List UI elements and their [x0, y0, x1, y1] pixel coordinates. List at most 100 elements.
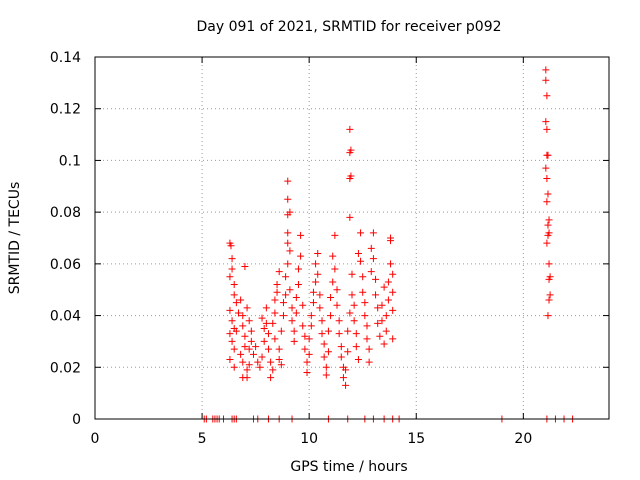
data-point-marker — [348, 270, 356, 278]
data-point-marker — [376, 332, 384, 340]
data-point-marker — [346, 309, 354, 317]
data-point-marker — [543, 198, 551, 206]
data-point-marker — [241, 332, 249, 340]
x-tick-label: 15 — [407, 431, 425, 447]
y-tick-label: 0.12 — [50, 102, 81, 118]
data-point-marker — [545, 216, 553, 224]
x-tick-label: 0 — [91, 431, 100, 447]
data-point-marker — [230, 345, 238, 353]
data-point-marker — [543, 125, 551, 133]
data-point-marker — [352, 330, 360, 338]
data-point-marker — [290, 327, 298, 335]
data-point-marker — [378, 301, 386, 309]
data-point-marker — [277, 327, 285, 335]
data-point-marker — [331, 231, 339, 239]
data-point-marker — [269, 319, 277, 327]
data-point-marker — [346, 213, 354, 221]
data-point-marker — [282, 273, 290, 281]
grid-lines — [95, 57, 609, 419]
data-point-marker — [357, 257, 365, 265]
y-tick-label: 0.1 — [59, 153, 81, 169]
data-point-marker — [294, 281, 302, 289]
data-point-marker — [241, 262, 249, 270]
data-point-marker — [545, 275, 553, 283]
data-point-marker — [292, 309, 300, 317]
data-point-marker — [226, 306, 234, 314]
data-point-marker — [339, 374, 347, 382]
data-point-marker — [314, 250, 322, 258]
data-point-marker — [352, 343, 360, 351]
data-point-marker — [273, 288, 281, 296]
data-point-marker — [380, 283, 388, 291]
data-point-marker — [545, 260, 553, 268]
data-point-marker — [303, 368, 311, 376]
data-point-marker — [543, 175, 551, 183]
data-point-marker — [337, 353, 345, 361]
data-point-marker — [387, 234, 395, 242]
data-point-marker — [324, 327, 332, 335]
data-point-marker — [286, 286, 294, 294]
data-point-marker — [228, 265, 236, 273]
data-point-marker — [239, 312, 247, 320]
data-point-marker — [297, 252, 305, 260]
data-point-marker — [342, 366, 350, 374]
data-point-marker — [369, 229, 377, 237]
data-point-marker — [286, 208, 294, 216]
data-point-marker — [226, 273, 234, 281]
data-point-marker — [264, 330, 272, 338]
data-point-marker — [389, 270, 397, 278]
data-point-marker — [284, 260, 292, 268]
data-point-marker — [384, 278, 392, 286]
y-axis-title: SRMTID / TECUs — [7, 182, 23, 295]
data-point-marker — [252, 343, 260, 351]
data-point-marker — [309, 299, 317, 307]
data-point-marker — [249, 350, 257, 358]
data-point-marker — [267, 358, 275, 366]
data-point-marker — [329, 278, 337, 286]
data-point-marker — [288, 317, 296, 325]
data-point-marker — [544, 151, 552, 159]
data-point-marker — [322, 363, 330, 371]
data-point-marker — [380, 340, 388, 348]
data-point-marker — [284, 177, 292, 185]
data-point-marker — [245, 317, 253, 325]
data-point-marker — [243, 304, 251, 312]
plot-frame — [94, 56, 610, 420]
data-point-marker — [275, 356, 283, 364]
data-point-marker — [275, 268, 283, 276]
y-tick-label: 0.06 — [50, 257, 81, 273]
data-point-marker — [369, 255, 377, 263]
data-point-marker — [378, 317, 386, 325]
data-point-marker — [389, 306, 397, 314]
data-point-marker — [363, 335, 371, 343]
data-point-marker — [337, 343, 345, 351]
data-point-marker — [239, 358, 247, 366]
data-point-marker — [273, 281, 281, 289]
x-tick-label: 10 — [300, 431, 318, 447]
data-point-marker — [545, 296, 553, 304]
data-point-marker — [357, 229, 365, 237]
data-point-marker — [324, 348, 332, 356]
data-point-marker — [335, 330, 343, 338]
data-point-marker — [230, 363, 238, 371]
data-point-marker — [344, 348, 352, 356]
data-point-marker — [346, 125, 354, 133]
data-point-marker — [316, 304, 324, 312]
data-point-marker — [264, 345, 272, 353]
data-point-marker — [389, 288, 397, 296]
data-point-marker — [374, 304, 382, 312]
data-point-marker — [258, 353, 266, 361]
data-point-marker — [241, 343, 249, 351]
data-point-marker — [363, 322, 371, 330]
data-point-marker — [342, 381, 350, 389]
data-point-marker — [327, 293, 335, 301]
data-point-marker — [331, 265, 339, 273]
data-point-marker — [354, 250, 362, 258]
data-point-marker — [260, 337, 268, 345]
data-point-marker — [284, 229, 292, 237]
chart-title: Day 091 of 2021, SRMTID for receiver p09… — [196, 19, 501, 35]
data-point-marker — [365, 345, 373, 353]
data-point-marker — [333, 286, 341, 294]
data-point-marker — [335, 317, 343, 325]
